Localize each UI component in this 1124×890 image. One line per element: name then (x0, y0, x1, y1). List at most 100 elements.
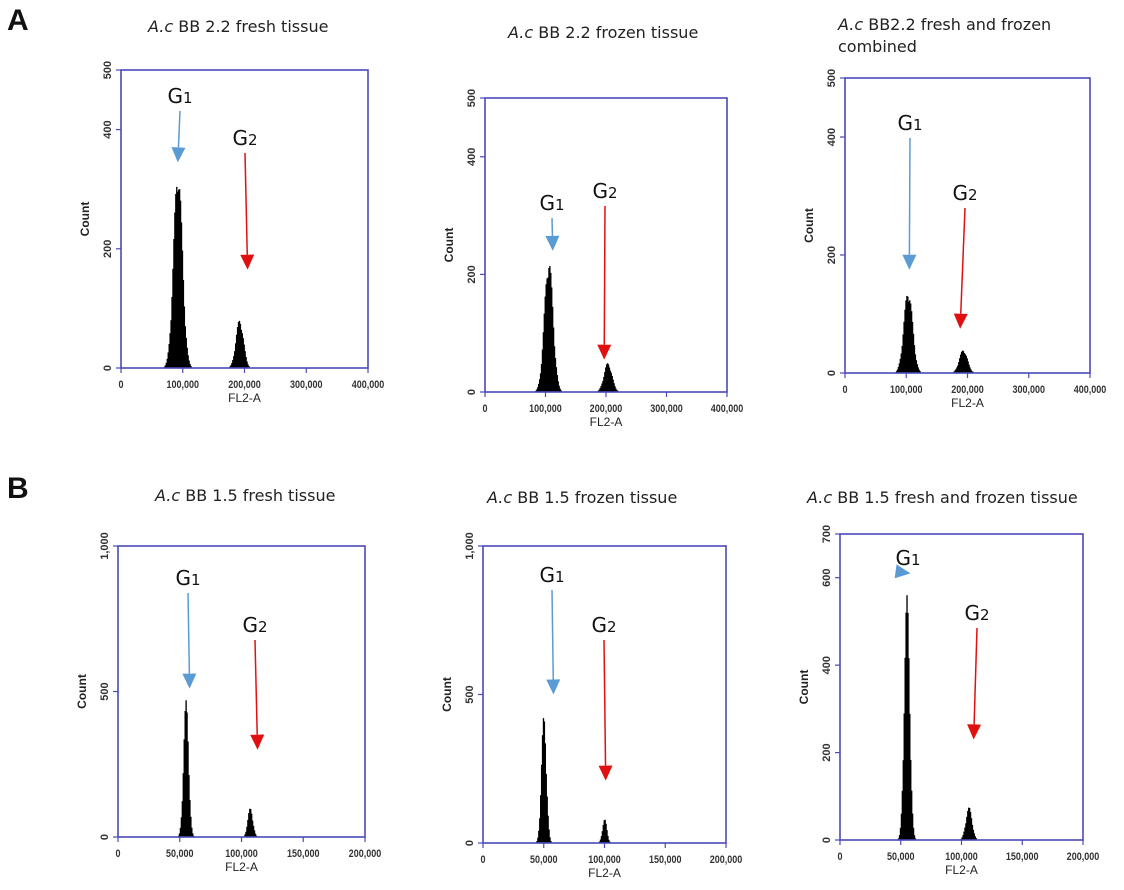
y-tick-label: 500 (466, 89, 478, 107)
g2-arrow-shaft (960, 207, 966, 314)
histogram-bar (551, 287, 553, 392)
g2-arrow-head (953, 313, 968, 329)
histogram-bar (895, 371, 898, 373)
histogram-bar (246, 361, 248, 368)
histogram-bar (238, 320, 241, 368)
y-tick-label: 0 (466, 389, 478, 395)
y-tick-label: 700 (821, 525, 833, 543)
histogram-bar (171, 296, 173, 368)
g2-arrow-head (597, 344, 612, 360)
histogram-bar (559, 388, 561, 392)
histogram-bar (553, 346, 556, 392)
histogram-bar (607, 364, 610, 392)
x-tick-label: 400,000 (1074, 384, 1107, 396)
y-tick-label: 200 (826, 246, 838, 264)
histogram-bar (178, 189, 180, 368)
histogram-bar (615, 388, 617, 392)
histogram-bar (912, 333, 915, 373)
histogram-bar (900, 353, 902, 373)
histogram-bar (170, 320, 172, 368)
histogram-bar (602, 380, 604, 392)
histogram-bar (609, 370, 612, 392)
g2-arrow-shaft (244, 152, 249, 255)
histogram-bar (606, 364, 608, 392)
histogram-bar (610, 372, 612, 392)
histogram-bar (540, 795, 542, 843)
histogram-bar (190, 816, 192, 837)
g2-arrow-shaft (254, 639, 258, 735)
histogram-bar (968, 807, 971, 840)
histogram-bar (539, 373, 542, 392)
x-tick-label: 200,000 (228, 379, 261, 391)
x-tick-label: 200,000 (710, 854, 743, 866)
y-tick-label: 0 (102, 365, 114, 371)
x-tick-label: 200,000 (590, 403, 623, 415)
histogram-bar (544, 743, 547, 843)
x-axis-label: FL2-A (228, 391, 261, 405)
histogram-bar (552, 306, 554, 392)
x-tick-label: 0 (483, 403, 488, 415)
histogram-bar (910, 759, 912, 840)
histogram-bar (542, 718, 545, 843)
histogram-bar (192, 833, 194, 837)
histogram-bar (903, 321, 905, 373)
histogram-bar (541, 349, 544, 392)
histogram-bar (905, 612, 907, 840)
x-tick-label: 150,000 (287, 848, 320, 860)
histogram-bar (966, 816, 968, 840)
x-tick-label: 0 (838, 851, 843, 863)
histogram-bar (543, 721, 546, 843)
histogram-bar (244, 351, 246, 368)
histogram-bar (544, 296, 546, 392)
histogram-bar (611, 375, 613, 392)
histogram-bar (541, 735, 544, 843)
g1-arrow-shaft (551, 589, 555, 680)
histogram-bar (249, 808, 251, 837)
histogram-bar (605, 823, 607, 843)
x-tick-label: 100,000 (225, 848, 258, 860)
y-tick-label: 0 (821, 837, 833, 843)
g1-arrow-head (894, 564, 911, 579)
histogram-panel-3: 0 100,000 200,000 300,000 400,000 0 200 400 500 F… (802, 69, 1107, 410)
histogram-bar (905, 300, 907, 373)
histogram-bar (557, 381, 559, 392)
histogram-bar (555, 367, 558, 392)
x-axis-label: FL2-A (945, 863, 978, 877)
x-tick-label: 50,000 (166, 848, 194, 860)
y-tick-label: 600 (821, 569, 833, 587)
histogram-bar (189, 364, 191, 368)
panel-a-label: A (7, 4, 29, 37)
histogram-bar (959, 358, 961, 373)
x-tick-label: 150,000 (1006, 851, 1039, 863)
y-tick-label: 400 (102, 120, 114, 138)
histogram-bar (188, 775, 190, 837)
histogram-bar (182, 279, 185, 368)
histogram-bar (969, 811, 972, 840)
histogram-panel-1: 0 100,000 200,000 300,000 400,000 0 200 400 500 F… (78, 61, 385, 405)
histogram-bar (536, 389, 538, 392)
histogram-bar (967, 810, 969, 840)
histogram-bar (968, 807, 970, 840)
histogram-bar (958, 362, 960, 373)
histogram-bar (956, 367, 958, 373)
g2-arrow-head (598, 765, 613, 781)
g1-arrow-head (182, 673, 197, 689)
histogram-bar (899, 827, 902, 840)
histogram-bar (614, 386, 616, 392)
y-axis-label: Count (75, 674, 89, 709)
histogram-bar (918, 369, 920, 373)
histogram-bar (972, 829, 975, 840)
g2-label: G2 (242, 613, 267, 637)
histogram-bar (177, 191, 179, 368)
histogram-bar (600, 836, 603, 843)
g1-arrow-head (902, 254, 917, 270)
y-tick-label: 200 (466, 265, 478, 283)
histogram-bar (970, 369, 972, 373)
histogram-bar (969, 367, 971, 373)
x-tick-label: 100,000 (529, 403, 562, 415)
histogram-bar (188, 360, 190, 368)
histogram-bar (542, 332, 545, 392)
plot-frame (839, 533, 1084, 841)
histogram-bar (537, 387, 539, 392)
x-tick-label: 400,000 (352, 379, 385, 391)
